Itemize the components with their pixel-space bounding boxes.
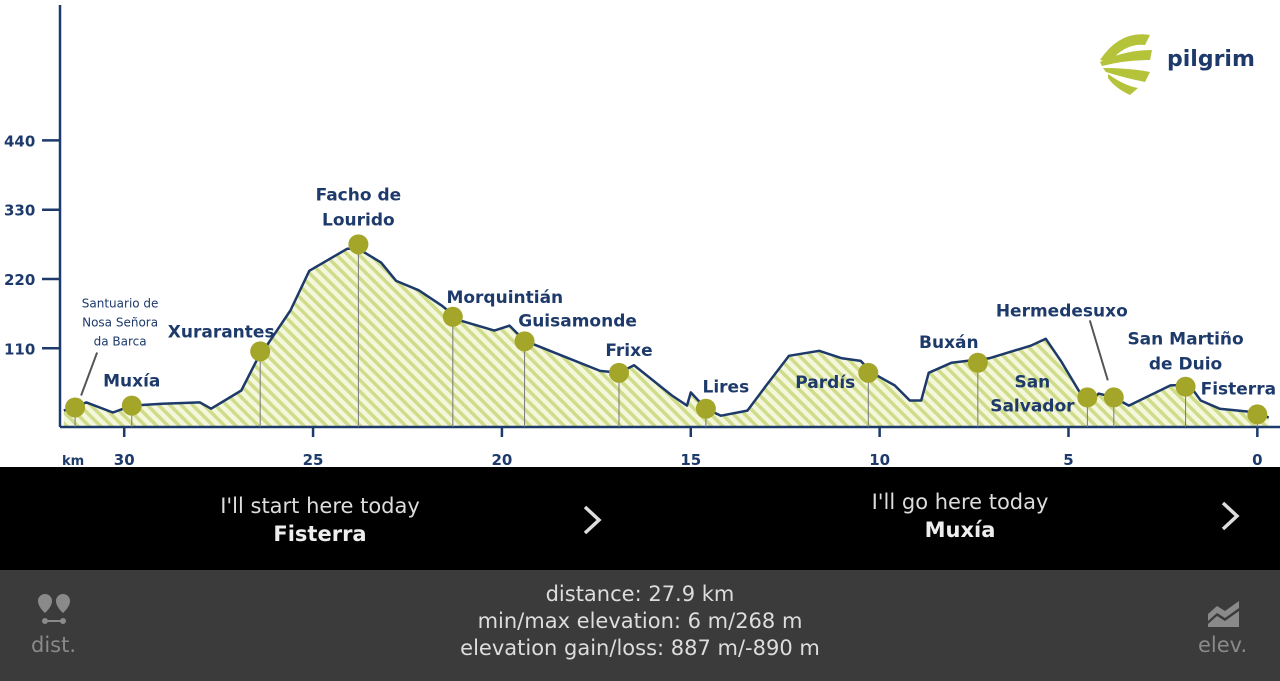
waypoint-dot <box>1175 376 1196 397</box>
stat: elevation gain/loss: 887 m/-890 m <box>460 636 820 660</box>
waypoint-label: Facho de <box>316 185 402 205</box>
footer: dist. distance: 27.9 km min/max elevatio… <box>0 570 1280 681</box>
y-tick-label: 110 <box>4 340 35 358</box>
waypoint-dot <box>967 352 988 373</box>
chevron <box>1221 501 1240 531</box>
waypoint-dot <box>1103 387 1124 408</box>
x-tick-label: 20 <box>491 451 512 467</box>
waypoint-dot <box>1077 387 1098 408</box>
waypoint-label: Salvador <box>990 396 1075 416</box>
y-tick-label: 440 <box>4 132 35 150</box>
logo-text: pilgrim <box>1167 47 1255 72</box>
waypoint-label: da Barca <box>94 334 147 348</box>
waypoint-label: Santuario de <box>82 296 159 310</box>
logo: pilgrim <box>1100 34 1255 95</box>
dist-label: dist. <box>31 633 77 657</box>
waypoint-label: Lires <box>703 378 750 398</box>
x-tick-label: 15 <box>680 451 701 467</box>
profile-area <box>63 248 1269 427</box>
x-tick-label: 0 <box>1252 451 1262 467</box>
elev-icon[interactable] <box>1207 600 1241 628</box>
stat: min/max elevation: 6 m/268 m <box>477 609 803 633</box>
y-tick-label: 220 <box>4 271 35 289</box>
waypoint-label: San <box>1014 372 1050 392</box>
destination-button[interactable]: I'll go here today Muxía <box>640 467 1280 570</box>
x-unit: km <box>62 454 84 467</box>
x-tick-label: 30 <box>114 451 135 467</box>
stat: distance: 27.9 km <box>545 582 735 606</box>
waypoint-label: Muxía <box>103 372 160 392</box>
start-prompt: I'll start here today <box>220 494 420 518</box>
x-tick-label: 25 <box>303 451 324 467</box>
start-button[interactable]: I'll start here today Fisterra <box>0 467 640 570</box>
waypoint-dot <box>858 362 879 383</box>
waypoint-label: Guisamonde <box>518 311 637 331</box>
waypoint-label: Lourido <box>322 210 395 230</box>
waypoint-dot <box>65 397 86 418</box>
waypoint-dot <box>250 341 271 362</box>
waypoint-label: Xurarantes <box>168 322 275 342</box>
waypoint-label: Morquintián <box>446 288 563 308</box>
waypoint-dot <box>1247 404 1268 425</box>
waypoint-dot <box>121 395 142 416</box>
waypoint-label: Pardís <box>795 373 855 393</box>
waypoint-label: Buxán <box>919 333 979 353</box>
waypoint-dot <box>609 362 630 383</box>
destination-place: Muxía <box>924 518 996 542</box>
elev-label: elev. <box>1198 633 1248 657</box>
leader-line <box>1088 320 1109 381</box>
waypoint-label: de Duio <box>1149 355 1222 375</box>
y-tick-label: 330 <box>4 202 35 220</box>
waypoint-label: San Martiño <box>1127 330 1243 350</box>
waypoint-dot <box>348 234 369 255</box>
dist-icon[interactable] <box>36 592 74 626</box>
x-tick-label: 10 <box>869 451 890 467</box>
waypoint-label: Fisterra <box>1201 379 1276 399</box>
elevation-chart: pilgrim km 110 220 330 440 30 25 20 15 10 5 0 Santu… <box>4 5 1280 467</box>
start-place: Fisterra <box>273 522 367 546</box>
x-tick-label: 5 <box>1063 451 1073 467</box>
waypoint-label: Frixe <box>605 341 652 361</box>
waypoint-dot <box>514 331 535 352</box>
destination-prompt: I'll go here today <box>871 490 1049 514</box>
waypoint-label: Nosa Señora <box>82 315 158 329</box>
leader-line <box>80 352 99 396</box>
waypoint-dot <box>442 306 463 327</box>
waypoint-label: Hermedesuxo <box>996 301 1128 321</box>
chevron <box>583 505 602 535</box>
waypoint-dot <box>695 398 716 419</box>
